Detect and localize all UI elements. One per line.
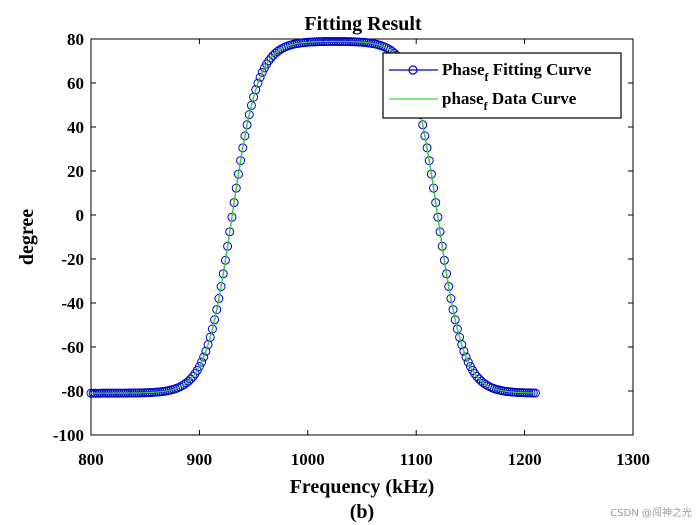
x-tick-label: 1300 [616,450,650,469]
x-tick-label: 1000 [291,450,325,469]
fitting-marker [188,372,198,382]
figure-caption: (b) [350,501,374,523]
y-tick-label: -80 [61,382,84,401]
fitting-marker [240,131,250,141]
fitting-marker [236,156,246,166]
fitting-marker [255,72,265,82]
fitting-marker [223,241,233,251]
y-tick-label: 80 [67,30,84,49]
fitting-marker [216,282,226,292]
fitting-marker [381,43,391,53]
legend-box [382,52,622,119]
legend-entry-data-rest: Data Curve [488,89,577,108]
fitting-marker [242,120,252,130]
fitting-marker [246,100,256,110]
fitting-marker [457,340,467,350]
legend-entry-fitting-main: Phase [442,60,485,79]
fitting-marker [446,294,456,304]
watermark: CSDN @闯神之光 [610,508,692,519]
legend-swatch-fitting-marker [408,65,418,75]
fitting-marker [205,332,215,342]
legend: Phasef Fitting Curve phasef Data Curve [382,52,622,119]
x-axis-label: Frequency (kHz) [290,476,435,498]
fitting-marker [207,324,217,334]
fitting-marker [470,369,480,379]
fitting-marker [251,85,261,95]
fitting-marker [418,120,428,130]
fitting-marker [194,362,204,371]
y-tick-label: 20 [67,162,84,181]
legend-entry-fitting-sub: f [485,70,490,84]
fitting-marker [420,131,430,141]
x-tick-label: 800 [78,450,104,469]
fitting-marker [422,143,432,153]
fitting-marker [186,374,196,384]
fitting-marker [210,315,220,325]
fitting-marker [264,56,274,66]
fitting-marker [461,352,471,362]
data-curve-line [91,40,536,394]
fitting-marker [175,382,185,392]
fitting-marker [201,346,211,356]
fitting-marker [257,67,267,77]
axis-ticks: 800 900 1000 1100 1200 1300 80 60 40 20 0 -20 -40 -60… [53,30,650,469]
y-tick-label: 60 [67,74,84,93]
fitting-marker [463,357,473,367]
fitting-marker [244,110,254,120]
fitting-marker [439,255,449,265]
y-tick-label: -20 [61,250,84,269]
legend-entry-fitting-rest: Fitting Curve [489,60,592,79]
y-tick-label: -100 [53,426,84,445]
x-tick-label: 1200 [508,450,542,469]
y-tick-label: -60 [61,338,84,357]
legend-entry-fitting: Phasef Fitting Curve [442,60,592,84]
fitting-marker [429,183,439,193]
fitting-marker [444,282,454,292]
fitting-marker [233,169,243,179]
x-tick-label: 1100 [400,450,433,469]
y-tick-label: 0 [76,206,85,225]
fitting-marker [199,352,209,362]
fitting-marker [424,156,434,166]
fitting-marker [437,241,447,251]
fitting-marker [231,183,241,193]
fitting-marker [448,305,458,315]
fitting-marker [442,269,452,279]
fitting-marker [459,346,469,356]
fitting-marker [253,78,263,88]
y-tick-label: 40 [67,118,84,137]
fitting-marker [426,169,436,179]
legend-entry-data-main: phase [442,89,484,108]
fitting-marker [220,255,230,265]
legend-entry-data-sub: f [484,99,489,113]
x-tick-label: 900 [187,450,213,469]
fitting-marker [212,305,222,315]
chart-title: Fitting Result [304,13,422,35]
y-tick-label: -40 [61,294,84,313]
fitting-marker [450,315,460,325]
curves [86,36,540,398]
fitting-marker [214,294,224,304]
fitting-marker [218,269,228,279]
fitting-marker [197,357,207,367]
legend-entry-data: phasef Data Curve [442,89,577,113]
fitting-marker [452,324,462,334]
fitting-marker [238,143,248,153]
y-axis-label: degree [16,209,38,265]
